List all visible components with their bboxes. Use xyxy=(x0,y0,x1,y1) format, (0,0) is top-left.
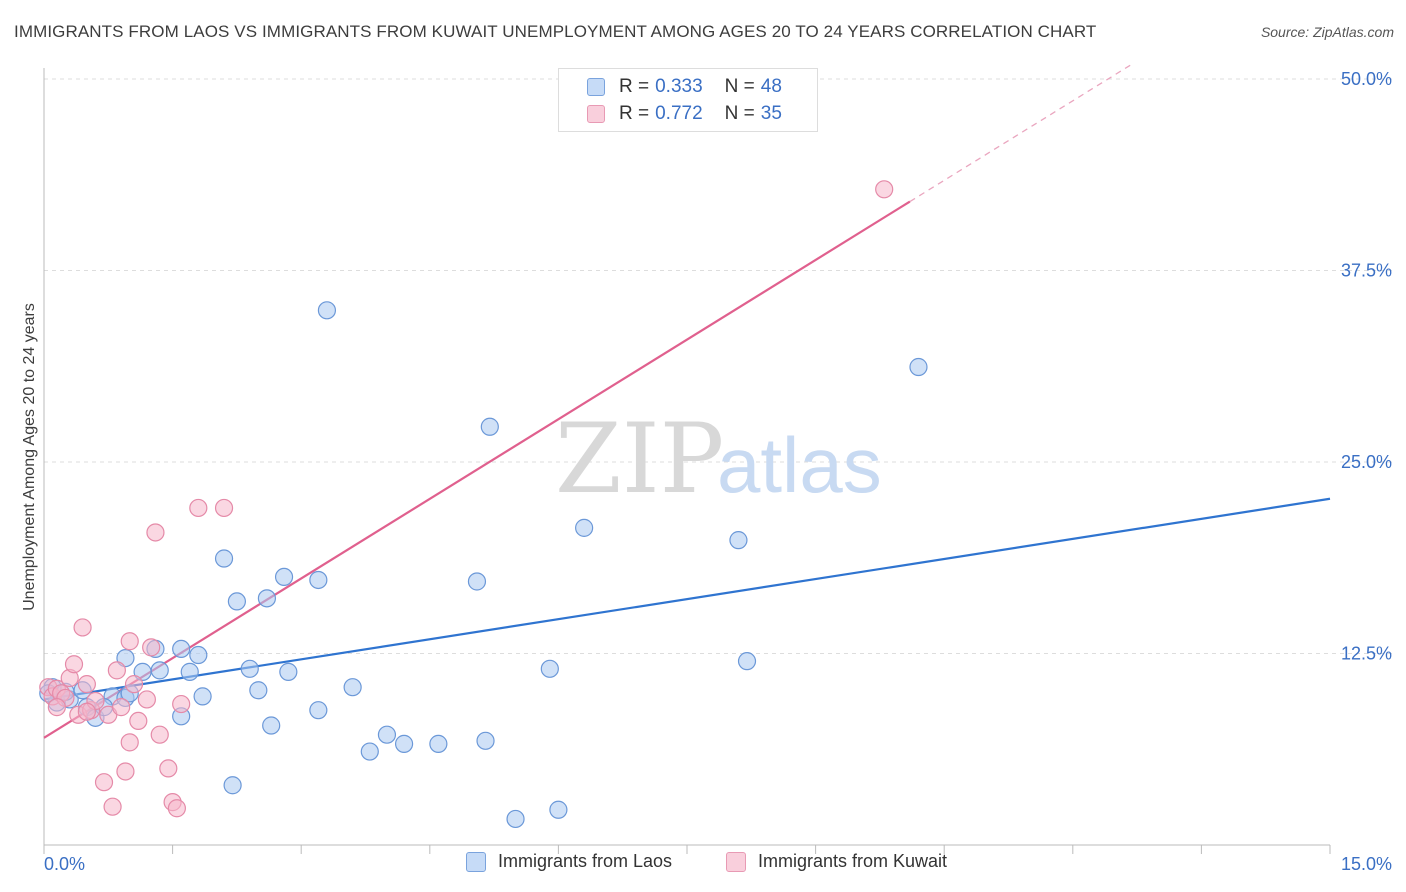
y-tick-label-2: 37.5% xyxy=(1341,261,1392,281)
laos-r-value: 0.333 xyxy=(655,76,703,97)
kuwait-trend-extension xyxy=(909,63,1134,203)
x-tick-label-1: 15.0% xyxy=(1341,854,1392,874)
kuwait-point-34 xyxy=(875,180,894,199)
kuwait-point-32 xyxy=(129,711,148,731)
kuwait-point-20 xyxy=(137,690,156,709)
grid-lines xyxy=(44,78,1392,654)
kuwait-swatch xyxy=(587,105,605,123)
laos-point-34 xyxy=(429,734,448,753)
legend-kuwait-swatch xyxy=(726,851,746,872)
kuwait-point-16 xyxy=(116,762,135,781)
laos-point-39 xyxy=(540,659,559,678)
laos-point-27 xyxy=(309,701,328,720)
laos-point-30 xyxy=(343,678,362,697)
laos-point-17 xyxy=(180,662,199,681)
legend-row-kuwait: R = 0.772 N = 35 xyxy=(587,102,782,126)
laos-point-35 xyxy=(467,572,487,591)
laos-point-16 xyxy=(193,687,212,706)
kuwait-point-15 xyxy=(112,698,131,717)
kuwait-point-31 xyxy=(77,702,96,721)
watermark: ZIP atlas xyxy=(555,403,882,515)
laos-point-40 xyxy=(549,800,568,819)
legend-laos-label: Immigrants from Laos xyxy=(498,851,673,871)
kuwait-n-value: 35 xyxy=(760,103,782,124)
laos-swatch xyxy=(587,78,605,96)
y-tick-label-1: 25.0% xyxy=(1341,452,1392,472)
laos-point-36 xyxy=(476,731,495,750)
kuwait-point-27 xyxy=(172,694,191,714)
laos-point-23 xyxy=(257,589,277,608)
laos-point-29 xyxy=(317,301,337,320)
kuwait-point-7 xyxy=(73,618,92,637)
laos-r-label: R = xyxy=(619,76,650,97)
laos-n-label: N = xyxy=(724,76,755,97)
laos-point-20 xyxy=(223,776,242,795)
legend-item-laos: Immigrants from Laos xyxy=(466,851,672,872)
laos-point-21 xyxy=(240,659,259,678)
legend-laos-swatch xyxy=(466,851,486,872)
legend-row-laos: R = 0.333 N = 48 xyxy=(587,75,782,99)
chart-title: IMMIGRANTS FROM LAOS VS IMMIGRANTS FROM … xyxy=(14,22,1097,41)
laos-point-44 xyxy=(909,357,928,377)
laos-point-33 xyxy=(394,734,414,753)
x-tick-label-0: 0.0% xyxy=(44,854,85,874)
series-legend: Immigrants from Laos Immigrants from Kuw… xyxy=(0,851,1406,877)
tick-labels: 12.5% 25.0% 37.5% 50.0% 0.0% 15.0% xyxy=(44,69,1392,874)
kuwait-point-19 xyxy=(124,675,144,694)
legend-item-kuwait: Immigrants from Kuwait xyxy=(726,851,947,872)
laos-point-37 xyxy=(480,417,499,436)
laos-point-31 xyxy=(360,742,379,761)
kuwait-point-11 xyxy=(94,773,114,792)
kuwait-r-label: R = xyxy=(619,103,650,124)
laos-point-43 xyxy=(737,652,757,671)
kuwait-point-13 xyxy=(103,797,122,816)
laos-point-26 xyxy=(279,662,298,681)
trend-lines xyxy=(43,63,1331,739)
kuwait-point-26 xyxy=(167,799,186,818)
watermark-zip: ZIP xyxy=(555,403,724,515)
kuwait-point-21 xyxy=(142,638,161,657)
data-points xyxy=(39,180,928,829)
y-tick-label-3: 50.0% xyxy=(1341,69,1392,89)
y-tick-label-0: 12.5% xyxy=(1341,644,1392,664)
laos-point-18 xyxy=(214,549,234,568)
kuwait-point-18 xyxy=(120,632,139,651)
kuwait-point-22 xyxy=(146,523,165,542)
kuwait-point-5 xyxy=(64,655,84,674)
kuwait-point-28 xyxy=(189,498,208,518)
kuwait-point-23 xyxy=(150,725,169,744)
laos-point-15 xyxy=(189,645,208,665)
laos-point-28 xyxy=(309,570,328,590)
laos-point-13 xyxy=(172,639,191,659)
kuwait-point-24 xyxy=(159,759,178,778)
source-credit: Source: ZipAtlas.com xyxy=(1260,24,1394,40)
correlation-legend: R = 0.333 N = 48 R = 0.772 N = 35 xyxy=(558,68,818,132)
laos-point-22 xyxy=(249,681,268,700)
kuwait-point-29 xyxy=(214,498,234,518)
laos-point-42 xyxy=(729,531,748,550)
laos-n-value: 48 xyxy=(760,76,782,97)
kuwait-point-8 xyxy=(77,675,96,694)
laos-point-19 xyxy=(227,592,246,611)
laos-point-41 xyxy=(575,518,594,537)
kuwait-point-33 xyxy=(47,698,66,717)
axes xyxy=(43,68,1331,854)
kuwait-r-value: 0.772 xyxy=(655,103,703,124)
watermark-atlas: atlas xyxy=(717,421,882,509)
kuwait-n-label: N = xyxy=(724,103,755,124)
laos-point-32 xyxy=(377,725,397,744)
laos-point-38 xyxy=(506,809,525,829)
legend-kuwait-label: Immigrants from Kuwait xyxy=(758,851,948,871)
laos-point-25 xyxy=(262,716,281,735)
laos-point-24 xyxy=(274,567,294,587)
laos-point-11 xyxy=(150,661,169,680)
kuwait-point-17 xyxy=(120,733,139,752)
kuwait-point-14 xyxy=(107,661,126,680)
